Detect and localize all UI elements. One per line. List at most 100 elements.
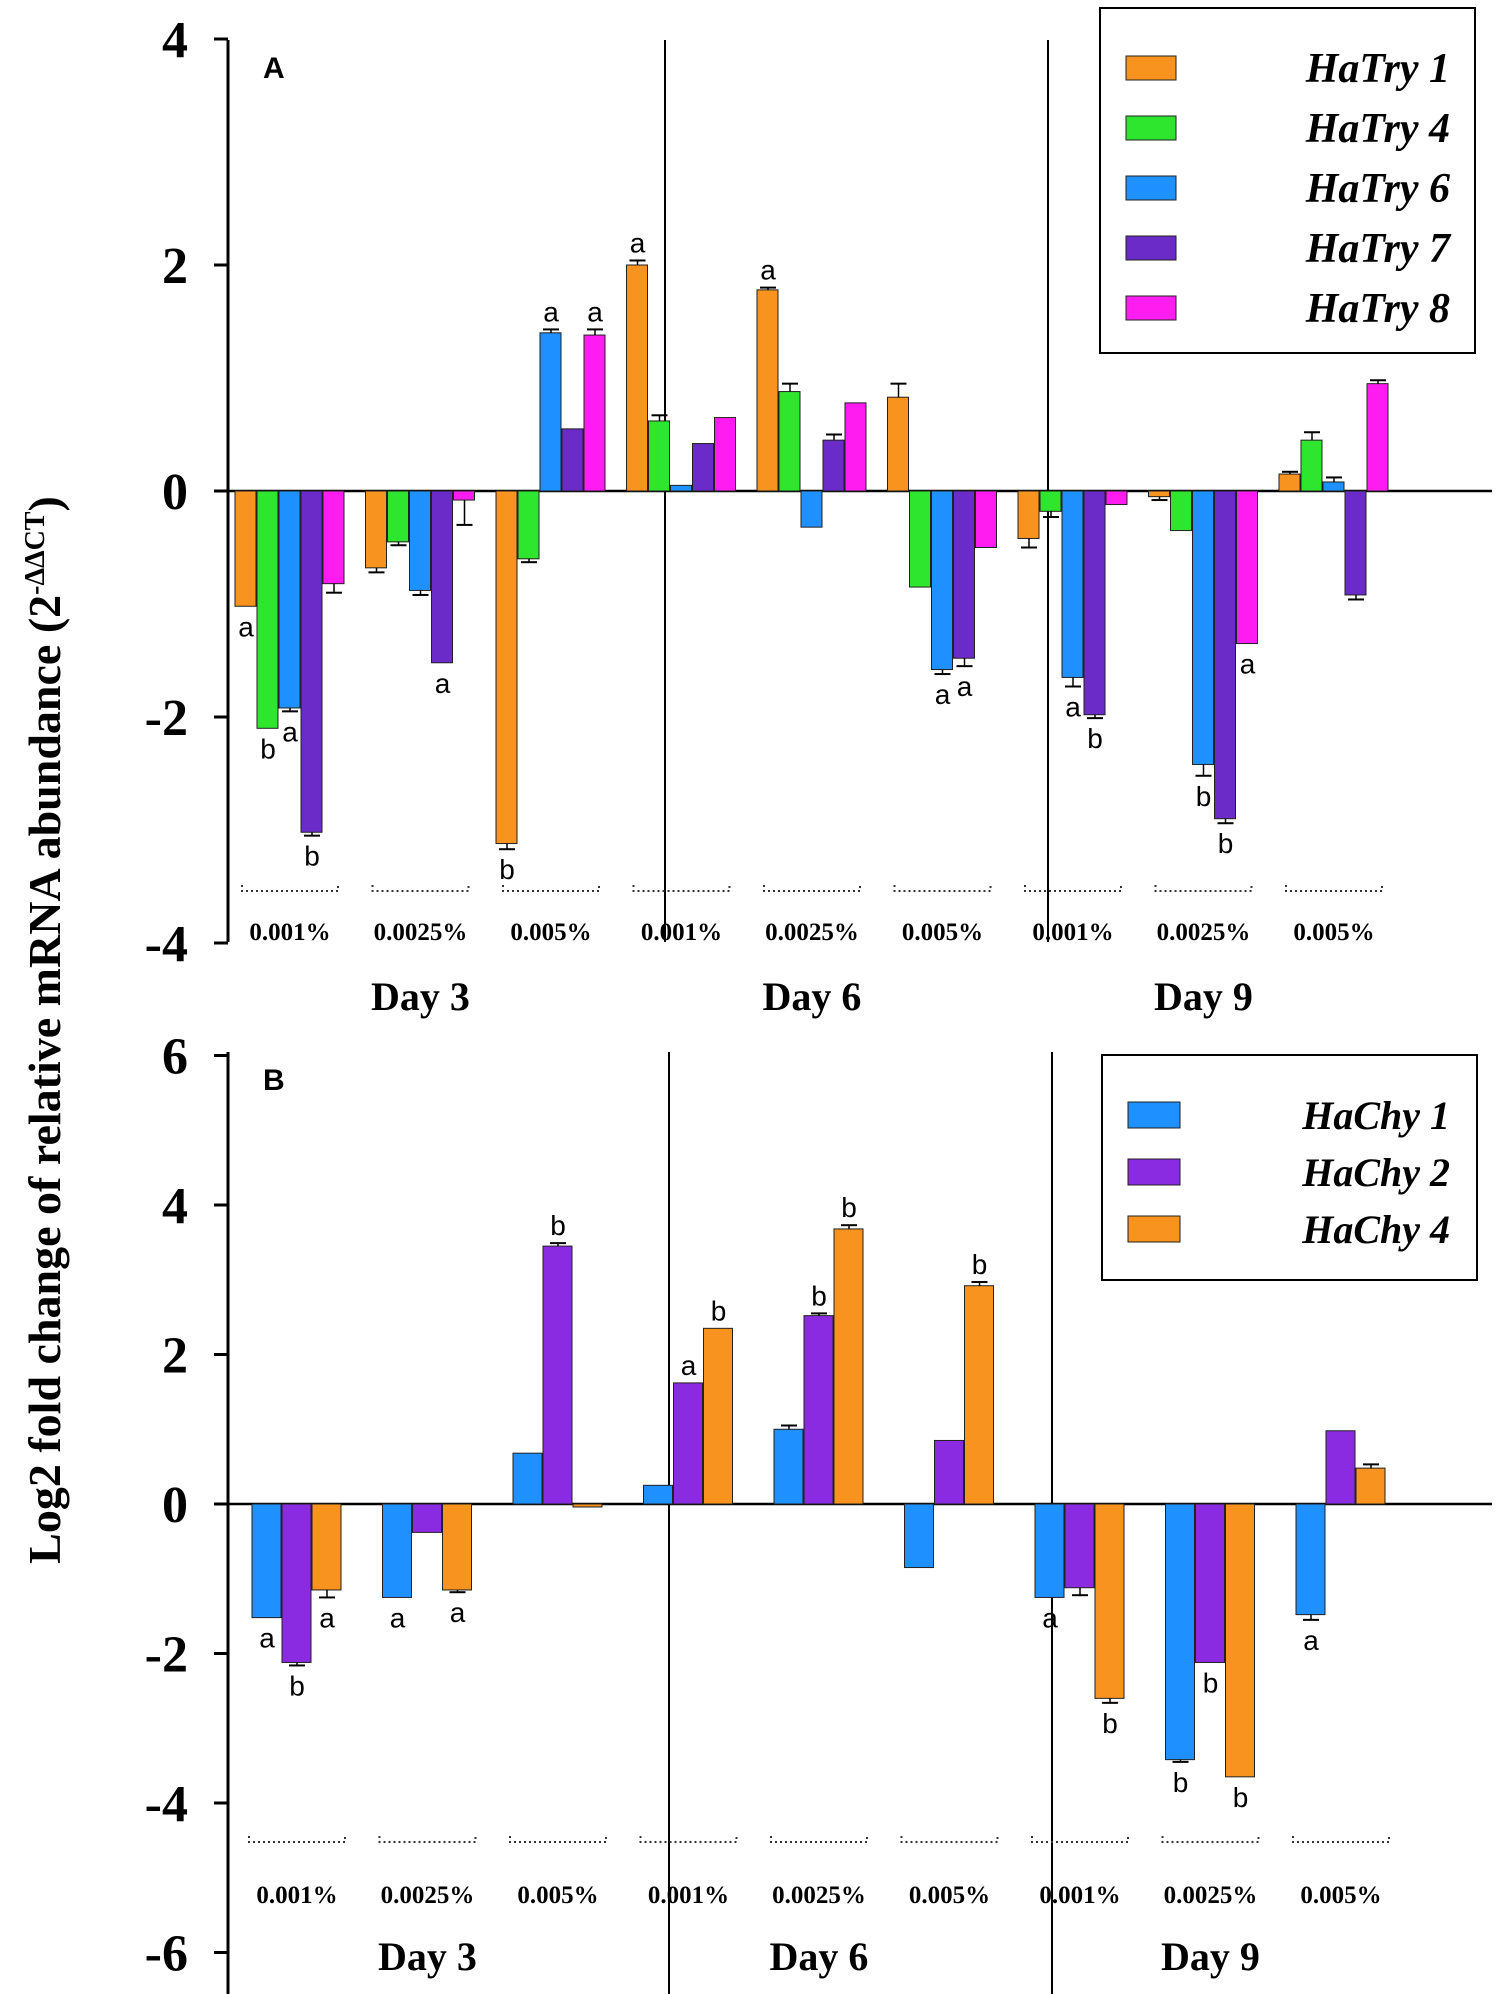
concentration-bracket [1154, 885, 1253, 892]
bar [409, 490, 431, 591]
bar [1017, 490, 1040, 539]
significance-letter: b [1233, 1782, 1249, 1813]
concentration-bracket [900, 1836, 999, 1843]
significance-letter: b [1102, 1708, 1118, 1739]
legend-label: HaTry 8 [1305, 286, 1450, 332]
bar [1195, 1503, 1225, 1663]
concentration-label: 0.001% [641, 919, 722, 946]
day-label: Day 6 [763, 974, 862, 1019]
day-label: Day 9 [1154, 974, 1253, 1019]
significance-letter: a [1065, 691, 1081, 722]
y-tick-label: 4 [162, 12, 188, 69]
bar [542, 1245, 573, 1505]
legend-label: HaTry 7 [1305, 226, 1452, 272]
significance-letter: a [390, 1602, 406, 1633]
legend-swatch [1125, 235, 1177, 261]
y-axis-label-superscript: -ΔΔCT [20, 511, 51, 595]
concentration-label: 0.005% [517, 1882, 598, 1909]
y-axis-label: Log2 fold change of relative mRNA abunda… [19, 496, 70, 1564]
bar [1094, 1503, 1125, 1699]
bar [887, 396, 909, 492]
legend-label: HaChy 4 [1301, 1207, 1450, 1252]
bar [1236, 490, 1258, 645]
concentration-bracket [378, 1836, 477, 1843]
concentration-bracket [1024, 885, 1122, 892]
legend-swatch [1125, 115, 1177, 141]
legend-swatch [1127, 1101, 1181, 1129]
significance-letter: a [259, 1623, 275, 1654]
legend-swatch [1127, 1158, 1181, 1186]
significance-letter: a [681, 1350, 697, 1381]
bar [1034, 1503, 1065, 1598]
bar [643, 1484, 673, 1505]
bar [773, 1428, 804, 1505]
significance-letter: a [238, 611, 254, 642]
bar [300, 490, 323, 833]
concentration-label: 0.001% [1032, 919, 1113, 946]
significance-letter: b [289, 1670, 305, 1701]
significance-letter: a [1240, 649, 1256, 680]
bar [931, 490, 953, 671]
significance-letter: b [1218, 828, 1234, 859]
y-axis-label-close: ) [19, 496, 70, 511]
significance-letter: a [1303, 1625, 1319, 1656]
day-label: Day 3 [371, 974, 470, 1019]
concentration-bracket [632, 885, 731, 892]
bar [934, 1439, 964, 1505]
concentration-label: 0.0025% [1157, 919, 1251, 946]
concentration-label: 0.005% [1293, 919, 1374, 946]
concentration-label: 0.001% [249, 919, 330, 946]
concentration-bracket [1161, 1836, 1260, 1843]
significance-letter: a [935, 679, 951, 710]
bar [539, 332, 562, 492]
bar [670, 484, 692, 492]
significance-letter: b [1087, 723, 1103, 754]
bar [803, 1315, 834, 1505]
bar [251, 1503, 282, 1619]
concentration-bracket [371, 885, 470, 892]
significance-letter: b [304, 841, 320, 872]
concentration-bracket [248, 1836, 346, 1843]
panel-label: A [263, 52, 285, 85]
bar [1170, 490, 1192, 532]
significance-letter: a [282, 716, 298, 747]
concentration-label: 0.0025% [374, 919, 468, 946]
bar [1148, 490, 1170, 498]
bar [714, 417, 736, 492]
significance-letter: a [543, 296, 559, 327]
bar [1355, 1467, 1386, 1505]
bar [778, 391, 801, 492]
bar [673, 1382, 703, 1505]
bar [822, 439, 845, 492]
bar [904, 1503, 934, 1569]
bar [1165, 1503, 1195, 1761]
significance-letter: a [957, 671, 973, 702]
bar [1295, 1503, 1326, 1616]
concentration-label: 0.005% [909, 1882, 990, 1909]
concentration-bracket [893, 885, 992, 892]
significance-letter: a [630, 227, 646, 258]
legend-label: HaTry 1 [1305, 46, 1450, 92]
legend-swatch [1127, 1215, 1181, 1243]
bar [256, 490, 279, 729]
concentration-bracket [241, 885, 339, 892]
day-label: Day 9 [1161, 1934, 1260, 1979]
significance-letter: b [1173, 1767, 1189, 1798]
bar [1083, 490, 1106, 716]
bar [756, 289, 779, 492]
legend-swatch [1125, 55, 1177, 81]
concentration-bracket [1292, 1836, 1390, 1843]
significance-letter: a [435, 668, 451, 699]
bar [278, 490, 301, 709]
significance-letter: b [260, 733, 276, 764]
bar [1325, 1430, 1356, 1505]
y-tick-label: -4 [145, 1776, 188, 1833]
concentration-label: 0.005% [510, 919, 591, 946]
significance-letter: a [319, 1602, 335, 1633]
concentration-label: 0.0025% [772, 1882, 866, 1909]
bar [1225, 1503, 1255, 1778]
bar [1061, 490, 1084, 678]
bar [365, 490, 387, 569]
